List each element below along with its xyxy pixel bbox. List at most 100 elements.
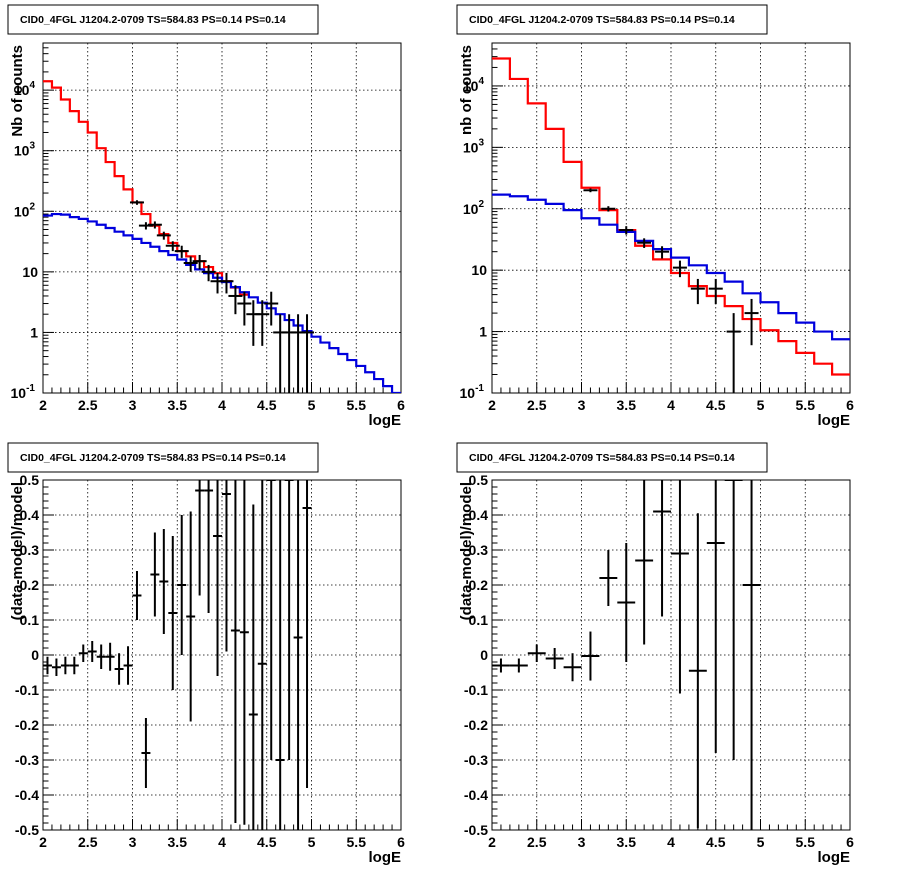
y-tick-exponent: 3 [29,141,35,152]
x-tick-label: 3 [129,397,137,413]
y-tick-base: 10 [14,82,30,98]
x-tick-label: 5.5 [347,397,367,413]
y-tick-base: 10 [463,78,479,94]
y-tick-label: -0.4 [15,787,39,803]
y-tick-label: 0.3 [469,542,489,558]
model-total-histogram [492,57,850,376]
residual-point [150,532,160,617]
y-tick-label: -0.5 [15,822,39,838]
residual-point [132,571,142,620]
data-point [583,188,598,193]
x-tick-label: 3.5 [617,397,637,413]
x-axis: 2 2.5 3 3.5 4 4.5 5 5.5 6 [39,819,405,850]
residual-point [257,480,267,830]
residual-point [43,656,52,675]
x-tick-label: 4 [218,834,226,850]
x-tick-label: 3 [578,397,586,413]
y-tick-exponent: 4 [478,76,484,87]
chart-title: CID0_4FGL J1204.2-0709 TS=584.83 PS=0.14… [469,452,735,464]
residual-point [105,642,115,671]
residual-point [239,480,249,825]
y-tick-label: -0.1 [464,682,488,698]
x-tick-label: 3.5 [617,834,637,850]
y-tick-label: 102 [463,199,485,217]
residual-point [742,480,761,830]
data-point [690,278,705,305]
residual-point [69,656,79,675]
plot-area [492,480,761,830]
y-tick-label: 103 [463,137,485,155]
model-source-histogram [43,212,401,393]
model-total-histogram [43,80,249,296]
y-tick-label: 102 [14,201,36,219]
y-tick-base: 10 [463,139,479,155]
residual-point [671,480,689,694]
residual-point [688,513,707,829]
y-tick-label: 10-1 [11,383,36,401]
data-point [655,246,670,259]
data-point [672,260,687,278]
residual-point [284,480,294,760]
y-tick-exponent: 2 [29,201,35,212]
y-tick-label: 10-1 [460,383,485,401]
x-tick-label: 4 [667,834,675,850]
data-point [237,291,252,326]
x-tick-label: 6 [846,397,854,413]
data-point [129,200,144,205]
x-tick-label: 5.5 [796,397,816,413]
title-box [456,4,768,35]
x-tick-label: 2 [39,397,47,413]
x-axis-label: logE [369,412,402,429]
y-tick-label: 0.4 [469,507,489,523]
x-tick-label: 5 [308,397,316,413]
data-point [219,272,234,294]
x-tick-label: 4 [667,397,675,413]
residual-point [581,631,600,681]
y-tick-label: 104 [463,76,485,94]
data-point [264,291,279,326]
x-tick-label: 5.5 [347,834,367,850]
residual-point [724,480,743,760]
y-tick-label: 1 [479,324,487,340]
x-tick-label: 5 [757,397,765,413]
y-tick-exponent: -1 [475,383,484,394]
residual-point [168,536,178,690]
x-axis: 2 2.5 3 3.5 4 4.5 5 5.5 6 [488,819,854,850]
grid [492,480,850,830]
residual-point [653,480,671,617]
data-point [726,313,741,393]
x-tick-label: 6 [397,834,405,850]
residual-point [177,515,187,655]
plot-area [43,480,312,830]
data-point [246,300,261,346]
chart-title: CID0_4FGL J1204.2-0709 TS=584.83 PS=0.14… [20,452,286,464]
residual-point [159,529,169,634]
pad-residual-left: CID0_4FGL J1204.2-0709 TS=584.83 PS=0.14… [7,442,405,866]
y-tick-base: 10 [14,143,30,159]
y-tick-base: 10 [463,201,479,217]
x-tick-label: 5 [757,834,765,850]
y-tick-label: -0.3 [15,752,39,768]
y-tick-base: 10 [460,385,476,401]
residual-point [248,504,258,830]
x-tick-label: 2 [488,397,496,413]
y-tick-label: -0.2 [15,717,39,733]
data-point [183,256,198,272]
y-tick-label: 0.1 [469,612,489,628]
residual-point [545,648,564,669]
residual-point [78,644,88,662]
residual-point [230,480,240,823]
x-tick-label: 2 [488,834,496,850]
residual-point [51,658,61,676]
pad-counts-left: CID0_4FGL J1204.2-0709 TS=584.83 PS=0.14… [7,4,405,429]
data-point [147,221,162,229]
y-tick-label: 0.2 [20,577,40,593]
residual-point [123,646,133,685]
x-axis: 2 2.5 3 3.5 4 4.5 5 5.5 6 [39,382,405,413]
data-point [255,300,270,346]
y-tick-label: -0.3 [464,752,488,768]
y-axis: -0.5 -0.4 -0.3 -0.2 -0.1 0 0.1 0.2 0.3 0.4 0.5 [15,472,54,838]
residual-point [204,480,214,613]
residual-point [186,511,196,722]
